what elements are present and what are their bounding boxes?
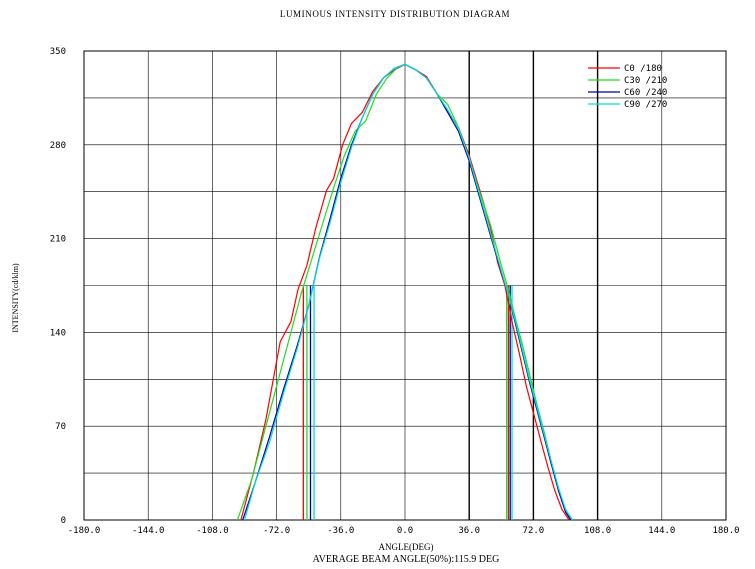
legend-label: C60 /240 — [624, 88, 667, 98]
plot-frame — [83, 50, 727, 521]
y-tick-label: 140 — [50, 328, 66, 338]
beam-angle-markers — [302, 285, 513, 520]
series-line — [243, 63, 574, 521]
x-tick-label: -72.0 — [263, 526, 290, 536]
x-tick-label: -36.0 — [327, 526, 354, 536]
x-tick-label: 144.0 — [648, 526, 675, 536]
x-axis-label: ANGLE(DEG) — [379, 542, 434, 552]
y-axis-label: INTENSITY(cd/klm) — [11, 263, 20, 333]
y-axis-tick-labels: 0 70 140 210 280 350 — [50, 47, 66, 526]
chart-title: LUMINOUS INTENSITY DISTRIBUTION DIAGRAM — [280, 9, 510, 19]
x-tick-label: -108.0 — [196, 526, 229, 536]
series-line — [242, 63, 572, 521]
legend-label: C0 /180 — [624, 64, 662, 74]
series-lines — [236, 63, 574, 521]
x-tick-label: 72.0 — [523, 526, 545, 536]
y-tick-label: 210 — [50, 235, 66, 245]
average-beam-angle-label: AVERAGE BEAM ANGLE(50%):115.9 DEG — [313, 554, 500, 565]
legend: C0 /180 C30 /210 C60 /240 C90 /270 — [588, 64, 667, 110]
y-tick-label: 0 — [61, 516, 66, 526]
x-tick-label: 108.0 — [584, 526, 611, 536]
x-tick-label: 0.0 — [397, 526, 413, 536]
series-line — [236, 63, 572, 521]
legend-label: C90 /270 — [624, 100, 667, 110]
y-tick-label: 350 — [50, 47, 66, 57]
x-tick-label: 36.0 — [458, 526, 480, 536]
x-tick-label: -144.0 — [132, 526, 165, 536]
grid — [83, 50, 727, 521]
x-axis-tick-labels: -180.0 -144.0 -108.0 -72.0 -36.0 0.0 36.0 72.0 1… — [68, 526, 740, 536]
legend-label: C30 /210 — [624, 76, 667, 86]
x-tick-label: -180.0 — [68, 526, 101, 536]
x-tick-label: 180.0 — [712, 526, 739, 536]
y-tick-label: 280 — [50, 141, 66, 151]
y-tick-label: 70 — [55, 422, 66, 432]
